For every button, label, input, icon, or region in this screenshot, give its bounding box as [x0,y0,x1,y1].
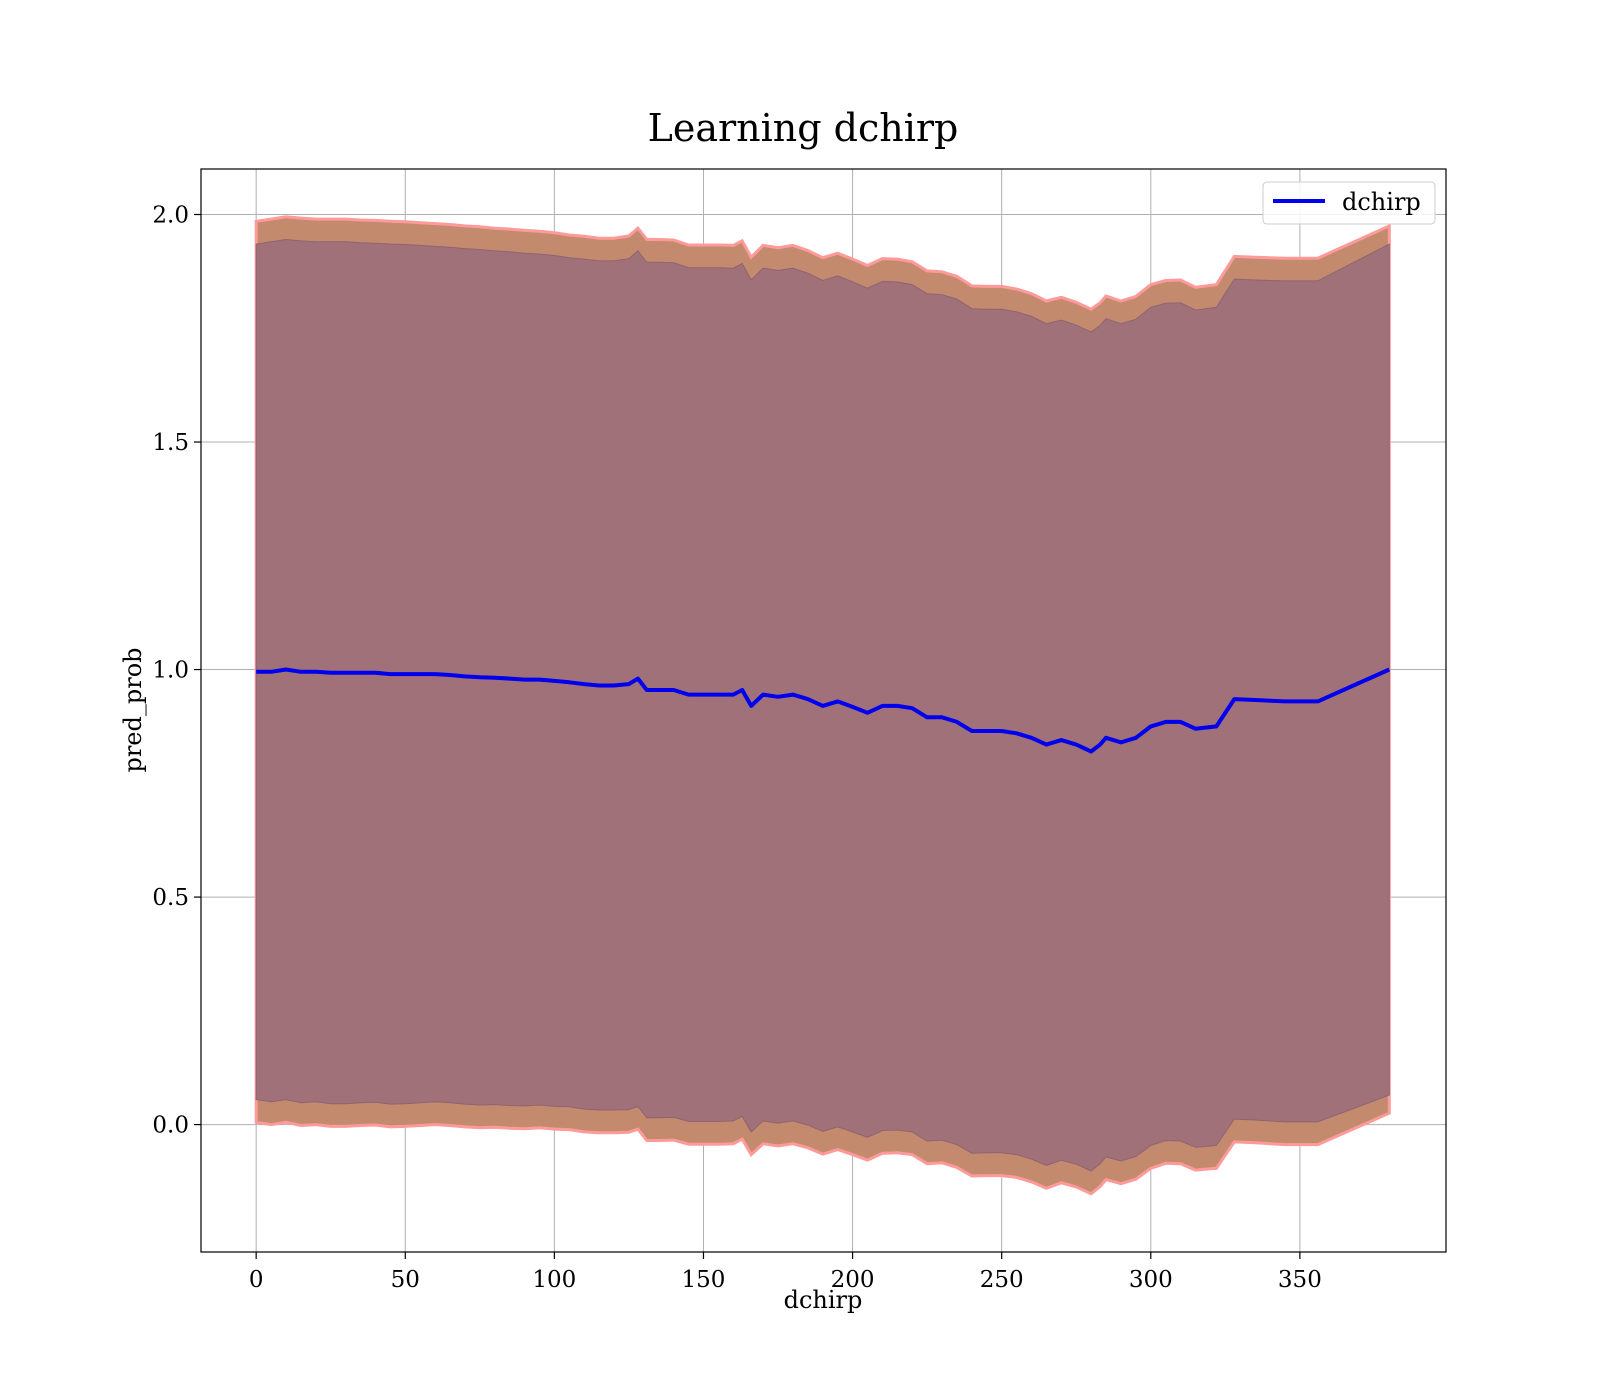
y-tick-label: 2.0 [152,203,189,229]
x-tick-label: 50 [391,1267,420,1293]
y-axis-label: pred_prob [119,647,147,772]
x-tick-label: 350 [1278,1267,1322,1293]
y-tick-label: 0.0 [152,1113,189,1139]
legend-entry-dchirp: dchirp [1342,188,1421,216]
y-axis-ticks: 0.0 0.5 1.0 1.5 2.0 [152,203,201,1139]
x-tick-label: 200 [831,1267,875,1293]
y-tick-label: 0.5 [152,885,189,911]
x-tick-label: 0 [249,1267,264,1293]
chart-title: Learning dchirp [648,106,959,150]
x-tick-label: 300 [1129,1267,1173,1293]
x-axis-ticks: 0 50 100 150 200 250 300 350 [249,1252,1322,1293]
x-axis-label: dchirp [784,1286,863,1314]
x-tick-label: 250 [980,1267,1024,1293]
x-tick-label: 150 [682,1267,726,1293]
y-tick-label: 1.5 [152,430,189,456]
y-tick-label: 1.0 [152,658,189,684]
series-lines [256,667,1391,754]
series-line-dchirp [256,667,1391,754]
plot-frame [200,168,1447,1253]
legend: dchirp [1262,181,1436,225]
x-tick-label: 100 [532,1267,576,1293]
legend-box [1262,181,1436,225]
